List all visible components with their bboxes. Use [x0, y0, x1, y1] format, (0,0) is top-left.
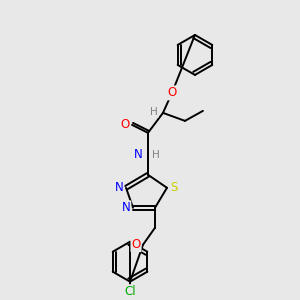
Text: N: N	[115, 181, 123, 194]
Text: O: O	[167, 86, 177, 99]
Text: O: O	[131, 238, 141, 251]
Text: H: H	[152, 150, 160, 160]
Text: N: N	[134, 148, 143, 161]
Text: S: S	[170, 181, 178, 194]
Text: H: H	[150, 107, 158, 117]
Text: N: N	[122, 201, 130, 214]
Text: Cl: Cl	[124, 285, 136, 298]
Text: O: O	[120, 118, 130, 131]
